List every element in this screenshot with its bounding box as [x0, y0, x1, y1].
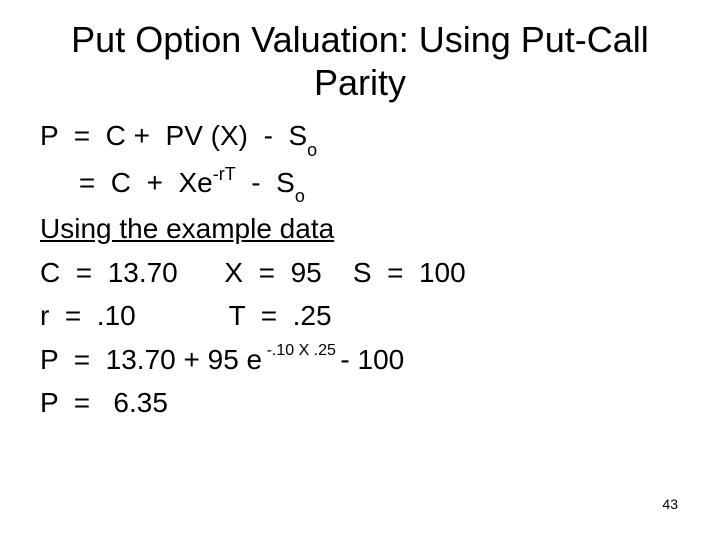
- formula-1-subscript: o: [307, 140, 317, 160]
- example-heading: Using the example data: [40, 207, 680, 250]
- data-line-1: C = 13.70 X = 95 S = 100: [40, 251, 680, 294]
- example-heading-text: Using the example data: [40, 213, 334, 244]
- formula-2-text-a: = C + Xe: [40, 167, 213, 198]
- calc-line-1: P = 13.70 + 95 e -.10 X .25 - 100: [40, 338, 680, 381]
- result-line: P = 6.35: [40, 381, 680, 424]
- calc-1-text-a: P = 13.70 + 95 e: [40, 344, 262, 375]
- slide-container: Put Option Valuation: Using Put-Call Par…: [0, 0, 720, 540]
- formula-1-text: P = C + PV (X) - S: [40, 120, 307, 151]
- formula-2-superscript: -rT: [213, 164, 236, 184]
- slide-title: Put Option Valuation: Using Put-Call Par…: [40, 18, 680, 104]
- formula-2-subscript: o: [295, 186, 305, 206]
- formula-line-1: P = C + PV (X) - So: [40, 114, 680, 160]
- formula-2-text-b: - S: [236, 167, 295, 198]
- data-line-2: r = .10 T = .25: [40, 294, 680, 337]
- calc-1-text-b: - 100: [340, 344, 404, 375]
- page-number: 43: [662, 496, 678, 512]
- calc-1-superscript: -.10 X .25: [262, 342, 340, 359]
- formula-line-2: = C + Xe-rT - So: [40, 161, 680, 207]
- slide-content: P = C + PV (X) - So = C + Xe-rT - So Usi…: [40, 114, 680, 424]
